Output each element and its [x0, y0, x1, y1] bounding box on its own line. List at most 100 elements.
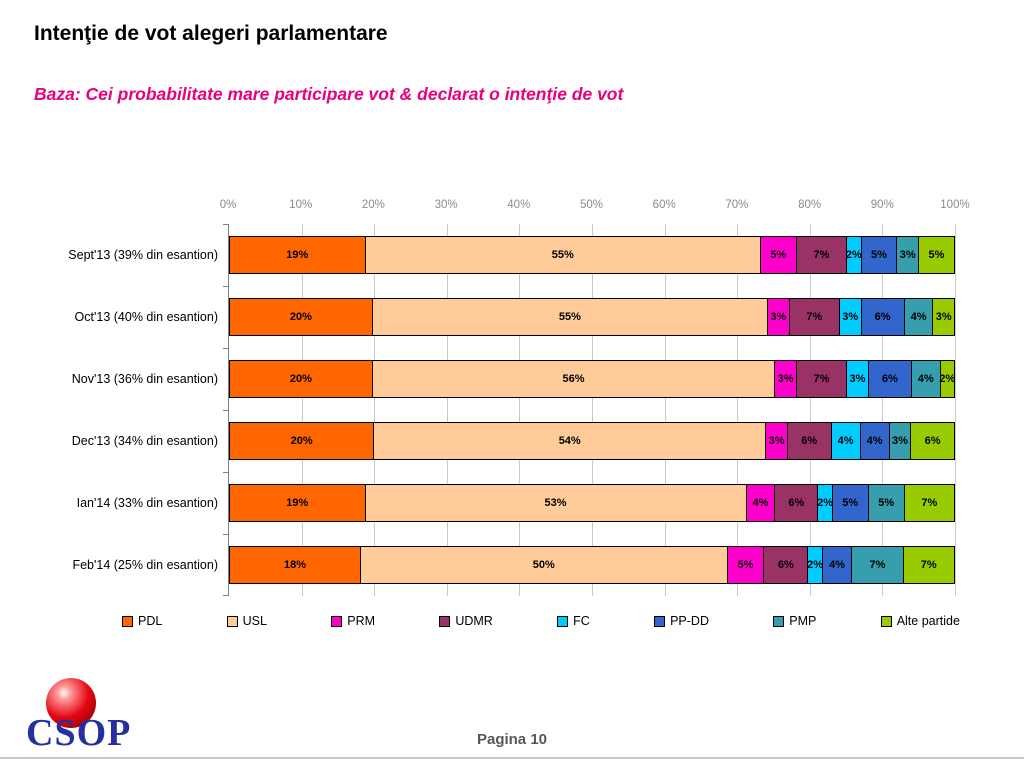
axis-tick-label: 20% [361, 199, 385, 211]
bar-row: 20% 56% 3% 7% 3% 6% 4% 2% [229, 348, 955, 410]
segment-value-label: 20% [290, 435, 313, 447]
bar-segment-alte-partide: 5% [919, 236, 955, 274]
stacked-bar: 19% 53% 4% 6% 2% 5% 5% 7% [229, 484, 955, 522]
bar-segment-alte-partide: 6% [911, 422, 955, 460]
bar-segment-usl: 50% [360, 546, 728, 584]
segment-value-label: 3% [899, 249, 916, 261]
bar-segment-pp-dd: 6% [868, 360, 912, 398]
bar-row: 19% 55% 5% 7% 2% 5% 3% 5% [229, 224, 955, 286]
bar-segment-fc: 2% [807, 546, 824, 584]
segment-value-label: 2% [939, 373, 956, 385]
category-label: Feb'14 (25% din esantion) [72, 558, 218, 572]
segment-value-label: 7% [813, 249, 830, 261]
bar-segment-pmp: 4% [911, 360, 941, 398]
segment-value-label: 2% [845, 249, 862, 261]
y-axis-tick [223, 285, 229, 287]
segment-value-label: 5% [842, 497, 859, 509]
legend-label: PRM [347, 614, 376, 628]
category-labels: Sept'13 (39% din esantion) Oct'13 (40% di… [30, 224, 228, 596]
legend-label: Alte partide [896, 614, 960, 628]
gridline [737, 224, 739, 596]
bar-segment-pp-dd: 4% [822, 546, 853, 584]
page-subtitle: Baza: Cei probabilitate mare participare… [34, 84, 624, 104]
segment-value-label: 3% [777, 373, 794, 385]
stacked-bar: 20% 55% 3% 7% 3% 6% 4% 3% [229, 298, 955, 336]
segment-value-label: 3% [770, 311, 787, 323]
bar-segment-udmr: 7% [796, 236, 848, 274]
legend-label: PMP [789, 614, 817, 628]
bar-segment-udmr: 7% [789, 298, 840, 336]
plot-area: 19% 55% 5% 7% 2% 5% 3% 5% 20% 55% 3% 7% 3% 6% 4% 3% 20% 5… [223, 224, 956, 596]
legend-swatch-icon [880, 615, 892, 627]
bar-segment-pdl: 19% [229, 236, 366, 274]
axis-tick-label: 90% [870, 199, 894, 211]
segment-value-label: 2% [807, 559, 824, 571]
segment-value-label: 19% [286, 249, 309, 261]
x-axis-labels: 0% 10% 20% 30% 40% 50% 60% 70% 80% 90% 100% [220, 199, 970, 215]
axis-tick-label: 60% [652, 199, 676, 211]
bar-segment-pdl: 20% [229, 360, 373, 398]
segment-value-label: 3% [768, 435, 785, 447]
bar-segment-alte-partide: 2% [939, 360, 956, 398]
category-label: Ian'14 (33% din esantion) [76, 496, 218, 510]
legend-label: PDL [138, 614, 163, 628]
bar-segment-pdl: 19% [229, 484, 366, 522]
legend-item-udmr: UDMR [439, 614, 493, 628]
bar-segment-prm: 3% [768, 298, 790, 336]
segment-value-label: 6% [801, 435, 818, 447]
gridline [301, 224, 303, 596]
bar-segment-fc: 4% [831, 422, 861, 460]
legend-swatch-icon [122, 615, 133, 627]
segment-value-label: 7% [921, 497, 938, 509]
segment-value-label: 4% [829, 559, 846, 571]
gridline [882, 224, 884, 596]
segment-value-label: 3% [892, 435, 908, 447]
bar-segment-pmp: 4% [904, 298, 934, 336]
segment-value-label: 7% [869, 559, 886, 571]
gridline [592, 224, 593, 596]
legend-item-pdl: PDL [122, 614, 162, 628]
legend-label: FC [573, 614, 590, 628]
bar-segment-prm: 3% [775, 360, 797, 398]
segment-value-label: 3% [842, 311, 859, 323]
chart-legend: PDL USL PRM UDMR FC PP-DD PMP Alte partide [122, 611, 960, 631]
bar-segment-fc: 3% [847, 360, 869, 398]
axis-tick-label: 80% [798, 199, 822, 211]
axis-tick-label: 100% [940, 199, 970, 211]
bar-segment-pmp: 7% [852, 546, 904, 584]
segment-value-label: 5% [737, 559, 754, 571]
segment-value-label: 5% [871, 249, 887, 261]
segment-value-label: 7% [806, 311, 823, 323]
segment-value-label: 4% [752, 497, 769, 509]
bar-segment-fc: 2% [817, 484, 833, 522]
bar-segment-udmr: 6% [787, 422, 832, 460]
bar-segment-alte-partide: 3% [933, 298, 955, 336]
segment-value-label: 50% [532, 559, 555, 571]
segment-value-label: 18% [283, 559, 306, 571]
axis-tick-label: 30% [434, 199, 458, 211]
bar-row: 20% 55% 3% 7% 3% 6% 4% 3% [229, 286, 955, 348]
gridline [519, 224, 521, 596]
y-axis-tick [223, 347, 229, 349]
legend-swatch-icon [557, 615, 569, 627]
bar-segment-usl: 55% [372, 298, 769, 336]
legend-label: USL [242, 614, 267, 628]
bar-segment-usl: 55% [365, 236, 761, 274]
bar-segment-udmr: 6% [775, 484, 819, 522]
y-axis-tick [223, 595, 229, 596]
segment-value-label: 20% [289, 311, 312, 323]
segment-value-label: 20% [289, 373, 312, 385]
stacked-bar: 20% 54% 3% 6% 4% 4% 3% 6% [229, 422, 955, 460]
legend-item-prm: PRM [331, 614, 375, 628]
bar-segment-pp-dd: 4% [860, 422, 890, 460]
y-axis-tick [223, 534, 229, 535]
segment-value-label: 54% [558, 435, 581, 447]
legend-item-pp-dd: PP-DD [654, 614, 709, 628]
segment-value-label: 4% [917, 373, 934, 385]
logo-sphere-icon [46, 678, 96, 728]
gridline [446, 224, 448, 596]
legend-item-alte-partide: Alte partide [880, 614, 960, 628]
segment-value-label: 6% [874, 311, 891, 323]
csop-logo: CSOP [26, 678, 156, 754]
chart-rows: 19% 55% 5% 7% 2% 5% 3% 5% 20% 55% 3% 7% 3% 6% 4% 3% 20% 5… [229, 224, 955, 596]
